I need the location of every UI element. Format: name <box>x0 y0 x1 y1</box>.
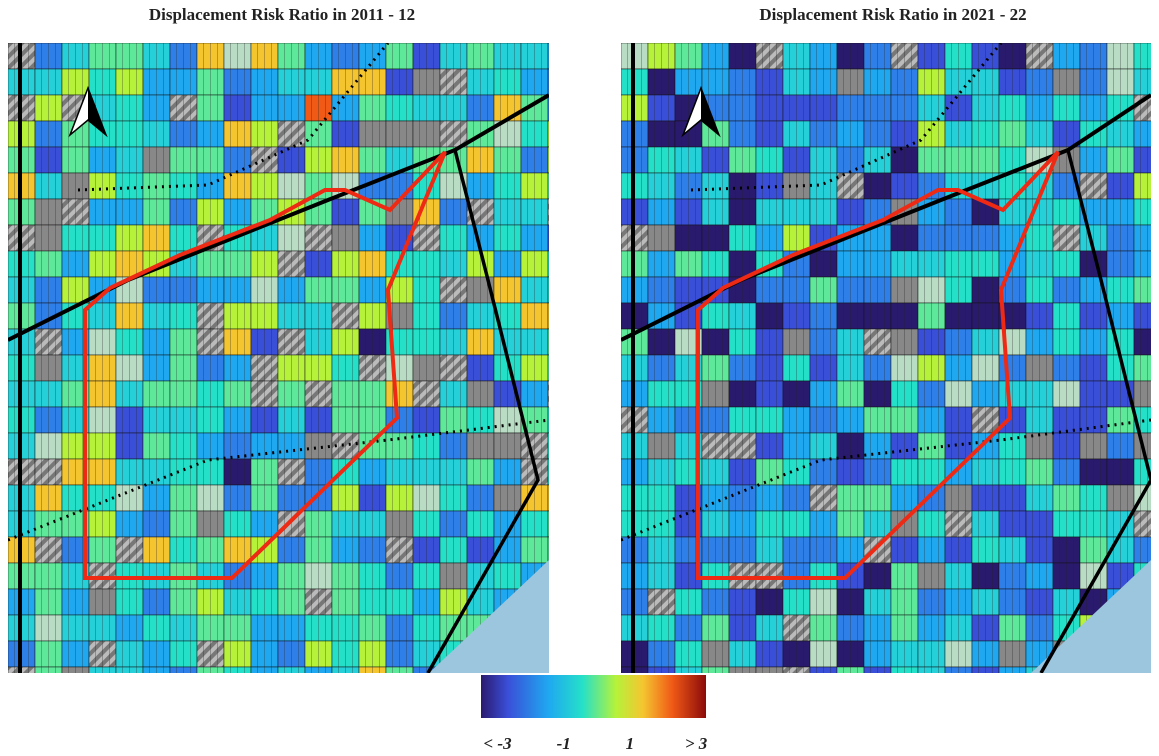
map-tract <box>1134 537 1159 563</box>
map-tract <box>548 95 575 121</box>
colorbar-tick-label: 1 <box>626 734 635 751</box>
map-tract <box>1134 511 1159 537</box>
map-tract <box>1134 225 1159 251</box>
map-tract <box>1134 121 1159 147</box>
map-tract <box>548 277 575 303</box>
map-panel <box>621 43 1159 693</box>
map-tract <box>548 485 575 511</box>
map-tract <box>548 225 575 251</box>
map-tract <box>548 459 575 485</box>
map-tract <box>1134 277 1159 303</box>
map-tract <box>548 69 575 95</box>
map-tract <box>1134 173 1159 199</box>
map-tract <box>548 147 575 173</box>
map-tract <box>1134 251 1159 277</box>
map-tract <box>548 251 575 277</box>
map-tract <box>1134 329 1159 355</box>
map-tract <box>548 563 575 589</box>
map-tract <box>1134 381 1159 407</box>
map-tract <box>1134 199 1159 225</box>
map-tract <box>1134 303 1159 329</box>
map-tract <box>548 381 575 407</box>
colorbar-tick-label: -1 <box>557 734 571 751</box>
map-tract <box>548 537 575 563</box>
colorbar-tick-label: < -3 <box>483 734 512 751</box>
map-tract <box>548 43 575 69</box>
map-panel <box>8 43 575 693</box>
map-tract <box>548 433 575 459</box>
map-tract <box>548 121 575 147</box>
panel-title: Displacement Risk Ratio in 2021 - 22 <box>759 5 1026 24</box>
map-tract <box>548 615 575 641</box>
map-tract <box>548 303 575 329</box>
map-tract <box>1134 355 1159 381</box>
map-tract <box>548 589 575 615</box>
colorbar <box>481 675 706 718</box>
map-tract <box>548 641 575 667</box>
figure: Displacement Risk Ratio in 2011 - 12 Dis… <box>0 0 1159 751</box>
map-tract <box>548 407 575 433</box>
map-tract <box>548 511 575 537</box>
map-tract <box>1134 43 1159 69</box>
map-tract <box>548 329 575 355</box>
map-tract <box>1134 147 1159 173</box>
map-tract <box>548 355 575 381</box>
panel-title: Displacement Risk Ratio in 2011 - 12 <box>149 5 415 24</box>
map-tract <box>548 173 575 199</box>
map-tract <box>548 199 575 225</box>
colorbar-ticks: < -3 -1 1 > 3 <box>483 718 707 751</box>
colorbar-tick-label: > 3 <box>685 734 708 751</box>
map-tract <box>1134 69 1159 95</box>
